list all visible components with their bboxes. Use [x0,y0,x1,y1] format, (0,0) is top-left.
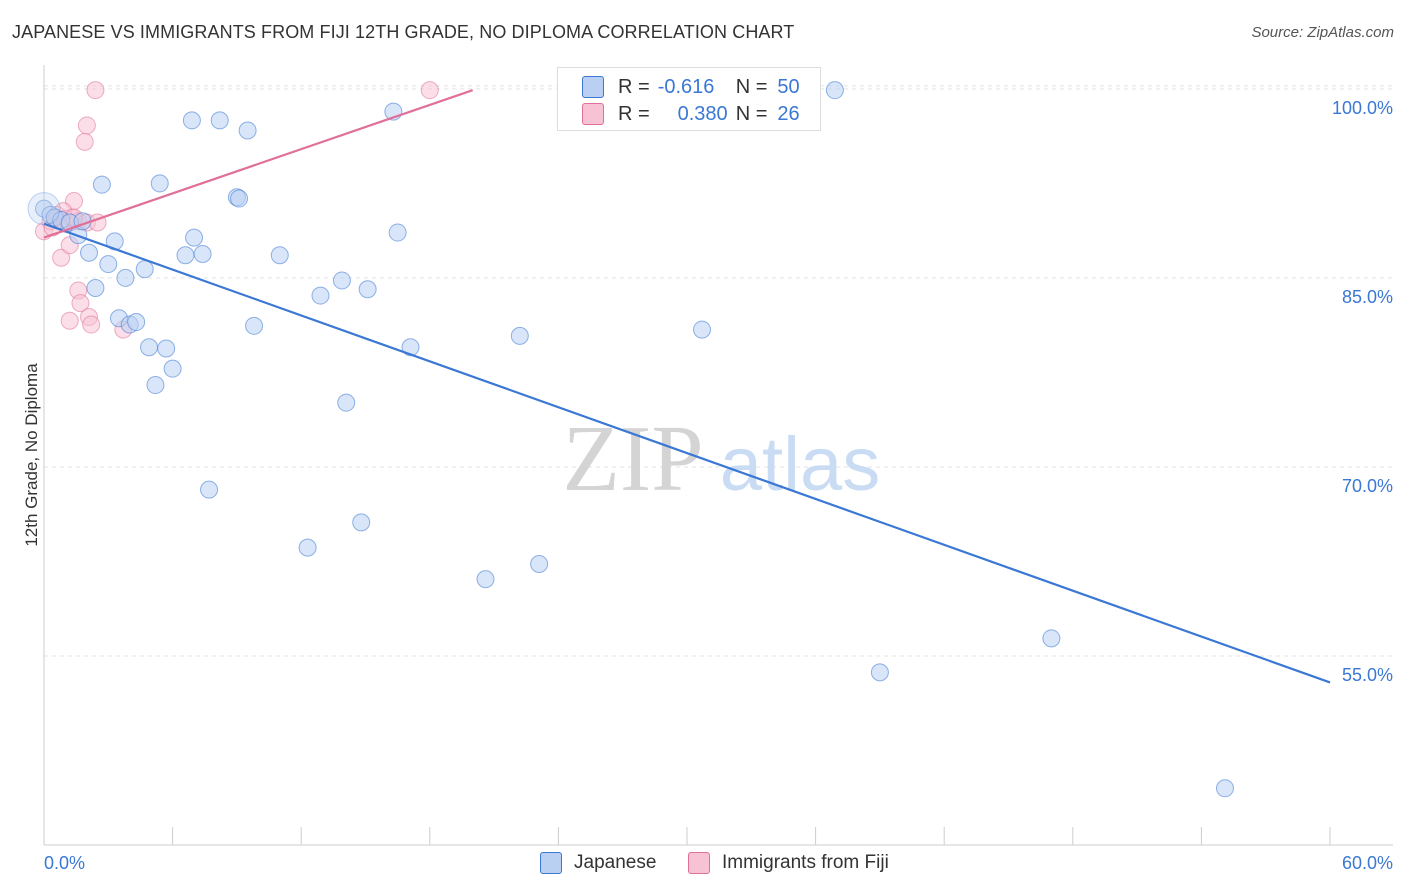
y-tick-label: 100.0% [1332,98,1393,118]
legend-n-label: N = [735,75,768,98]
japanese-point [176,246,195,265]
japanese-point [476,570,495,589]
y-tick-label: 55.0% [1342,665,1393,685]
trend-lines [43,89,1331,684]
japanese-point [1042,629,1061,648]
japanese-point [200,480,219,499]
japanese-point [92,175,111,194]
japanese-point [193,244,212,263]
fiji-point [71,294,90,313]
japanese-point [182,111,201,130]
fiji-point [82,315,101,334]
chart-title: JAPANESE VS IMMIGRANTS FROM FIJI 12TH GR… [12,22,795,42]
japanese-point [116,268,135,287]
fiji-point [86,81,105,100]
japanese-points [27,81,1234,798]
fiji-point [75,132,94,151]
japanese-point [185,228,204,247]
japanese-point [80,243,99,262]
correlation-legend: R = -0.616 N = 50 R = 0.380 N = 26 [557,67,821,131]
japanese-point [693,320,712,339]
legend-n-label: N = [735,102,768,125]
legend-r-value: 0.380 [677,102,728,125]
japanese-point [337,393,356,412]
y-tick-label: 85.0% [1342,287,1393,307]
japanese-point [210,111,229,130]
japanese-point [163,359,182,378]
fiji-point [60,311,79,330]
legend-r-label: R = [618,75,650,98]
japanese-point [238,121,257,140]
japanese-point [311,286,330,305]
watermark: ZIP atlas [563,407,881,511]
fiji-legend-label: Immigrants from Fiji [722,852,889,873]
x-tick-label: 60.0% [1342,853,1393,873]
japanese-point [146,376,165,395]
japanese-point [99,255,118,274]
x-tick-label: 0.0% [44,853,85,873]
japanese-swatch [582,76,604,98]
japanese-point [140,338,159,357]
japanese-point [298,538,317,557]
japanese-point [245,316,264,335]
legend-n-value: 26 [777,102,800,125]
fiji-legend-swatch [688,852,710,874]
japanese-legend-swatch [540,852,562,874]
japanese-point [530,554,549,573]
bottom-legend-fiji: Immigrants from Fiji [688,852,889,874]
fiji-points [35,81,439,339]
fiji-point [420,81,439,100]
japanese-point [388,223,407,242]
japanese-point [870,663,889,682]
fiji-trend-line [43,89,474,239]
japanese-point [510,326,529,345]
japanese-point [230,189,249,208]
watermark-zip: ZIP [563,407,704,511]
japanese-point [332,271,351,290]
japanese-trend-line [43,222,1331,684]
japanese-point [127,313,146,332]
legend-row-fiji: R = 0.380 N = 26 [558,100,800,128]
tick-labels: 100.0% 85.0% 70.0% 55.0% 0.0% 60.0% [44,98,1393,873]
japanese-point [358,280,377,299]
japanese-point [270,246,289,265]
japanese-point [825,81,844,100]
japanese-point [352,513,371,532]
axes [43,65,1393,846]
y-tick-label: 70.0% [1342,476,1393,496]
japanese-point [1215,779,1234,798]
japanese-legend-label: Japanese [574,852,657,873]
grid-lines [44,85,1393,657]
japanese-point [86,279,105,298]
fiji-point [77,116,96,135]
source-label: Source: ZipAtlas.com [1251,24,1394,41]
bottom-legend-japanese: Japanese [540,852,656,874]
japanese-point [157,339,176,358]
fiji-swatch [582,103,604,125]
legend-n-value: 50 [777,75,800,98]
japanese-point-cluster [27,192,61,226]
legend-r-label: R = [618,102,650,125]
legend-r-value: -0.616 [657,75,715,98]
japanese-point [135,260,154,279]
japanese-point [401,338,420,357]
y-axis-label: 12th Grade, No Diploma [22,363,41,547]
fiji-point [52,248,71,267]
legend-row-japanese: R = -0.616 N = 50 [558,73,800,101]
japanese-point [150,174,169,193]
